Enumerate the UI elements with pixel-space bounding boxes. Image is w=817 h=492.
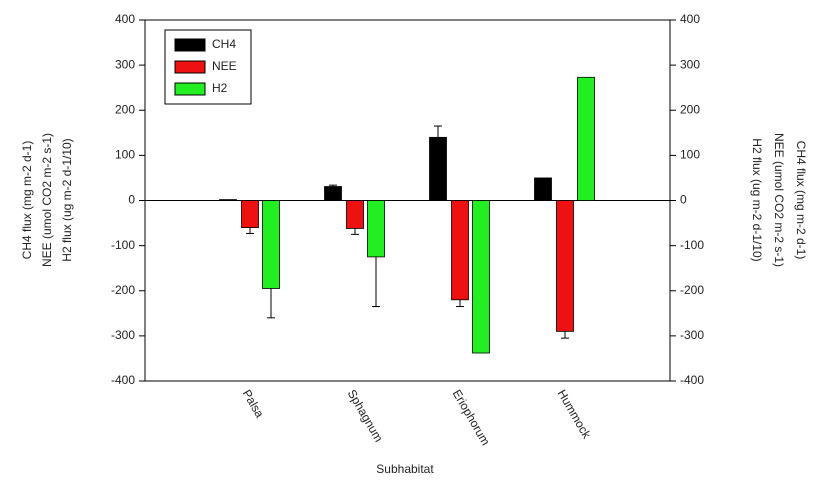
- legend-swatch: [174, 38, 206, 52]
- x-tick-label: Eriophorum: [450, 387, 493, 448]
- legend-label: H2: [212, 81, 228, 95]
- y2-tick-label: 100: [680, 148, 700, 162]
- y-tick-label: -100: [111, 238, 135, 252]
- y2-tick-label: 200: [680, 102, 700, 116]
- y2-tick-label: 400: [680, 12, 700, 26]
- bar: [577, 76, 595, 201]
- y-axis-label: CH4 flux (mg m-2 d-1): [20, 141, 34, 260]
- legend-label: CH4: [212, 37, 236, 51]
- bar: [534, 177, 552, 201]
- bar: [346, 200, 364, 229]
- y-tick-label: 0: [128, 193, 135, 207]
- y-axis-label: H2 flux (ug m-2 d-1/10): [60, 138, 74, 261]
- y2-tick-label: 300: [680, 57, 700, 71]
- legend-swatch: [174, 60, 206, 74]
- x-tick-label: Sphagnum: [345, 387, 386, 444]
- bar: [556, 200, 574, 332]
- legend-label: NEE: [212, 59, 237, 73]
- bar: [429, 136, 447, 201]
- y2-tick-label: -300: [680, 328, 704, 342]
- y-tick-label: 200: [115, 102, 135, 116]
- bar: [324, 186, 342, 201]
- legend-swatch: [174, 82, 206, 96]
- bar: [219, 199, 237, 201]
- bar: [472, 200, 490, 354]
- y-tick-label: -400: [111, 373, 135, 387]
- x-tick-label: Palsa: [240, 387, 267, 420]
- bar: [262, 200, 280, 289]
- bar: [367, 200, 385, 258]
- y2-tick-label: -200: [680, 283, 704, 297]
- y-axis-label: NEE (umol CO2 m-2 s-1): [40, 133, 54, 267]
- y-tick-label: 100: [115, 148, 135, 162]
- y2-tick-label: 0: [680, 193, 687, 207]
- x-axis-label: Subhabitat: [376, 462, 434, 476]
- y-tick-label: -200: [111, 283, 135, 297]
- bar: [451, 200, 469, 301]
- y2-axis-label: H2 flux (ug m-2 d-1/10): [750, 138, 764, 261]
- bar: [241, 200, 259, 228]
- y-tick-label: -300: [111, 328, 135, 342]
- y2-axis-label: NEE (umol CO2 m-2 s-1): [772, 133, 786, 267]
- y-tick-label: 300: [115, 57, 135, 71]
- y-tick-label: 400: [115, 12, 135, 26]
- y2-tick-label: -100: [680, 238, 704, 252]
- y2-axis-label: CH4 flux (mg m-2 d-1): [794, 141, 808, 260]
- y2-tick-label: -400: [680, 373, 704, 387]
- x-tick-label: Hummock: [555, 387, 595, 442]
